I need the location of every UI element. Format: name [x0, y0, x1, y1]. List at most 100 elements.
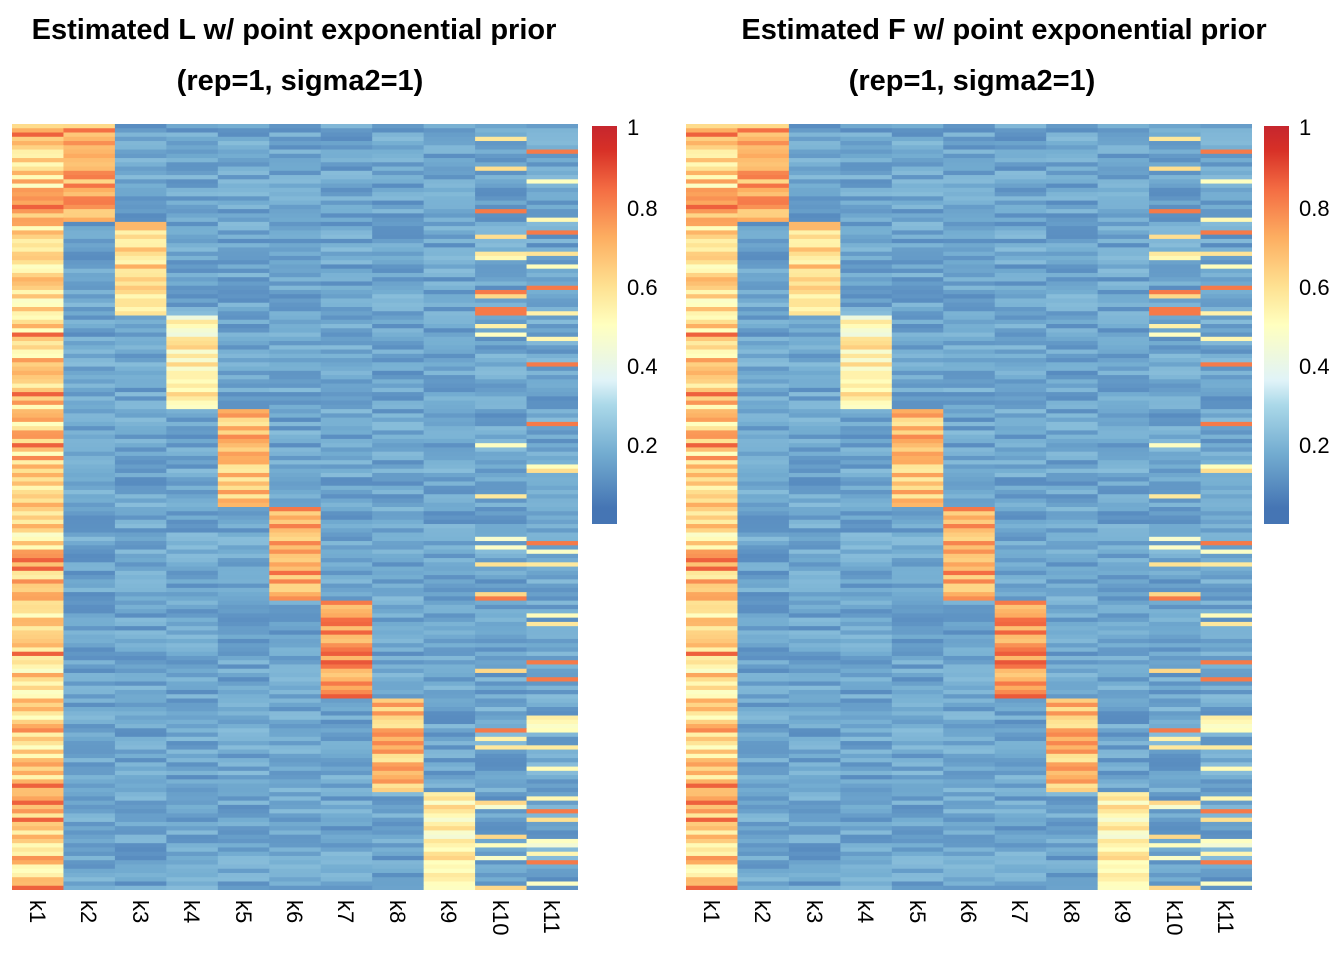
- heatmap-cell: [1097, 430, 1150, 436]
- legend-tick-label: 0.2: [1299, 433, 1330, 458]
- heatmap-cell: [12, 272, 64, 278]
- heatmap-cell: [943, 545, 996, 551]
- heatmap-cell: [320, 315, 373, 321]
- heatmap-cell: [686, 294, 738, 299]
- heatmap-cell: [1149, 775, 1202, 780]
- heatmap-cell: [217, 536, 270, 542]
- heatmap-cell: [1097, 362, 1150, 368]
- heatmap-cell: [217, 413, 270, 419]
- heatmap-cell: [114, 694, 167, 699]
- heatmap-cell: [994, 736, 1047, 742]
- heatmap-cell: [891, 813, 944, 819]
- heatmap-cell: [737, 779, 790, 785]
- heatmap-cell: [891, 885, 944, 890]
- heatmap-cell: [788, 285, 841, 291]
- heatmap-cell: [686, 775, 738, 780]
- heatmap-cell: [1097, 175, 1150, 180]
- heatmap-cell: [1149, 600, 1202, 606]
- heatmap-cell: [320, 732, 373, 738]
- heatmap-cell: [526, 736, 578, 742]
- heatmap-cell: [1149, 651, 1202, 657]
- heatmap-cell: [269, 409, 322, 414]
- heatmap-cell: [1200, 736, 1252, 742]
- heatmap-cell: [943, 524, 996, 529]
- heatmap-cell: [166, 192, 219, 197]
- heatmap-cell: [943, 834, 996, 840]
- heatmap-cell: [840, 481, 893, 487]
- heatmap-cell: [891, 158, 944, 163]
- heatmap-cell: [1149, 809, 1202, 814]
- heatmap-cell: [166, 251, 219, 257]
- heatmap-cell: [217, 332, 270, 338]
- heatmap-cell: [114, 528, 167, 534]
- heatmap-cell: [217, 570, 270, 576]
- heatmap-cell: [526, 817, 578, 823]
- heatmap-cell: [166, 264, 219, 270]
- heatmap-cell: [840, 387, 893, 393]
- heatmap-cell: [12, 234, 64, 240]
- heatmap-cell: [12, 468, 64, 474]
- heatmap-cell: [320, 328, 373, 334]
- heatmap-cell: [1200, 821, 1252, 827]
- heatmap-cell: [166, 860, 219, 865]
- heatmap-cell: [737, 162, 790, 168]
- heatmap-cell: [63, 417, 116, 423]
- heatmap-cell: [1149, 881, 1202, 887]
- heatmap-cell: [994, 187, 1047, 193]
- heatmap-cell: [1200, 558, 1252, 563]
- heatmap-cell: [686, 375, 738, 380]
- heatmap-cell: [372, 124, 425, 129]
- heatmap-cell: [1046, 481, 1099, 487]
- heatmap-cell: [686, 243, 738, 248]
- heatmap-cell: [166, 719, 219, 725]
- heatmap-cell: [994, 162, 1047, 168]
- heatmap-cell: [1200, 528, 1252, 534]
- heatmap-cell: [840, 396, 893, 402]
- heatmap-cell: [994, 455, 1047, 461]
- heatmap-cell: [686, 545, 738, 551]
- heatmap-cell: [320, 783, 373, 789]
- heatmap-cell: [475, 472, 528, 478]
- heatmap-cell: [1046, 498, 1099, 504]
- heatmap-cell: [526, 494, 578, 499]
- heatmap-cell: [737, 732, 790, 738]
- heatmap-cell: [63, 200, 116, 206]
- heatmap-cell: [320, 609, 373, 614]
- heatmap-cell: [1149, 609, 1202, 614]
- heatmap-cell: [166, 553, 219, 559]
- heatmap-cell: [1097, 268, 1150, 274]
- heatmap-cell: [114, 745, 167, 751]
- heatmap-cell: [526, 698, 578, 704]
- heatmap-cell: [891, 443, 944, 448]
- heatmap-cell: [269, 447, 322, 453]
- heatmap-cell: [269, 375, 322, 380]
- heatmap-cell: [63, 204, 116, 210]
- heatmap-cell: [114, 647, 167, 653]
- heatmap-cell: [1046, 541, 1099, 546]
- heatmap-cell: [63, 162, 116, 168]
- heatmap-cell: [943, 430, 996, 436]
- heatmap-cell: [320, 872, 373, 878]
- heatmap-cell: [166, 519, 219, 525]
- heatmap-cell: [1097, 383, 1150, 389]
- heatmap-cell: [737, 528, 790, 534]
- heatmap-cell: [166, 604, 219, 610]
- heatmap-cell: [994, 226, 1047, 231]
- heatmap-cell: [1097, 162, 1150, 168]
- heatmap-cell: [12, 753, 64, 759]
- heatmap-cell: [63, 770, 116, 776]
- heatmap-cell: [943, 255, 996, 261]
- heatmap-cell: [737, 545, 790, 551]
- heatmap-cell: [994, 536, 1047, 542]
- heatmap-cell: [737, 447, 790, 453]
- heatmap-cell: [994, 345, 1047, 351]
- heatmap-cell: [788, 562, 841, 568]
- heatmap-cell: [1097, 507, 1150, 512]
- heatmap-cell: [166, 349, 219, 355]
- heatmap-cell: [1046, 298, 1099, 304]
- heatmap-cell: [891, 175, 944, 180]
- heatmap-cell: [1149, 732, 1202, 738]
- heatmap-cell: [423, 158, 476, 163]
- heatmap-cell: [320, 613, 373, 619]
- x-tick-label: k2: [76, 900, 102, 924]
